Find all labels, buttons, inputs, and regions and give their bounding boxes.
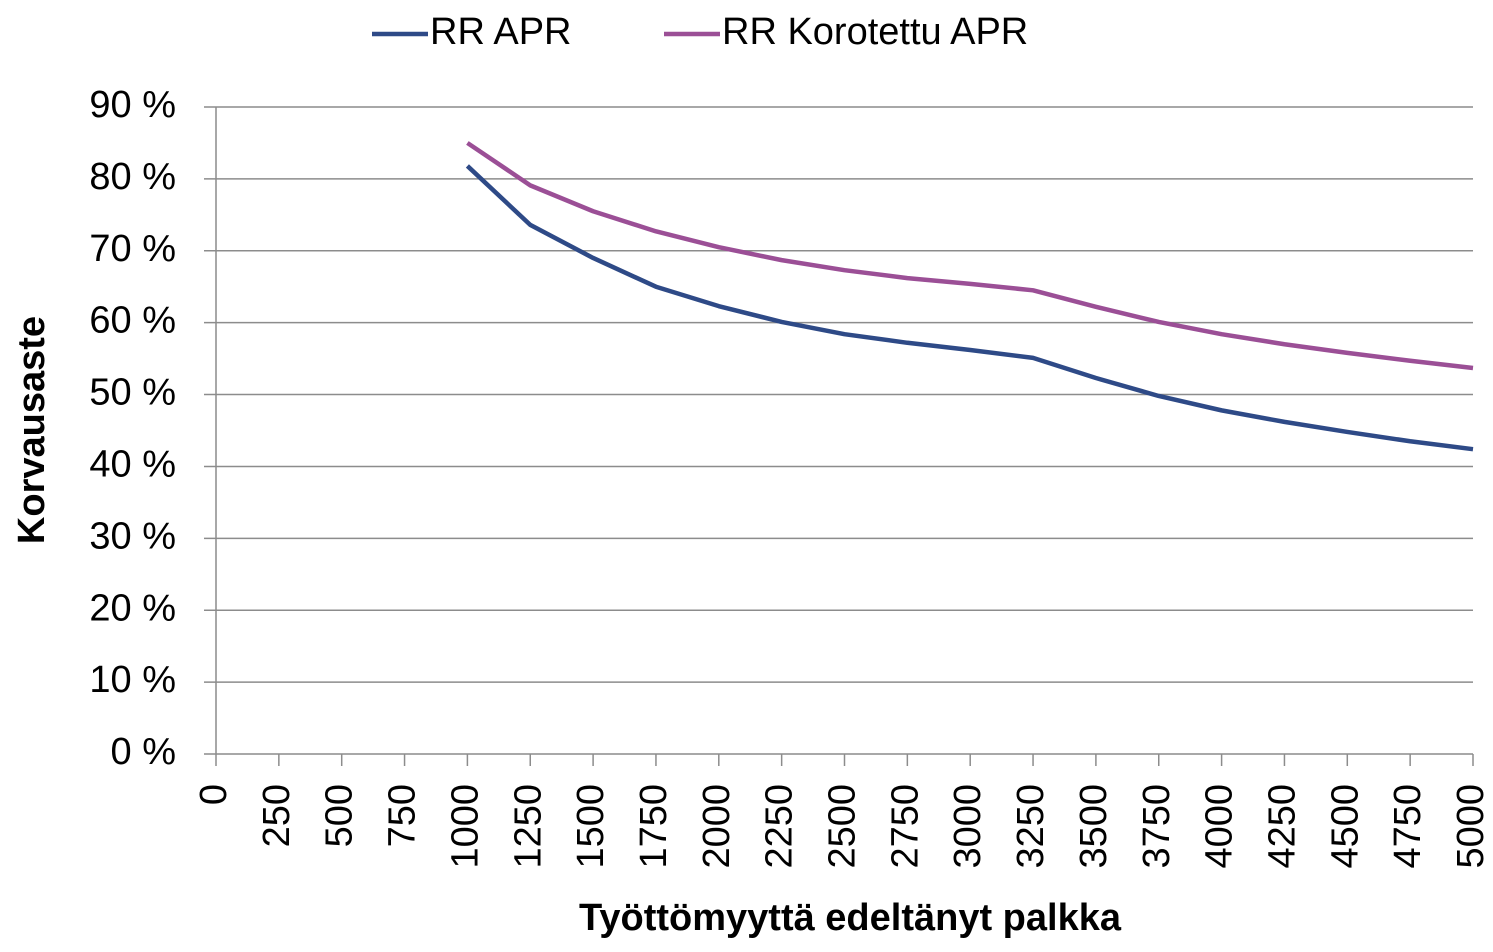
x-tick-label: 5000	[1450, 784, 1492, 869]
x-tick-label: 3250	[1010, 784, 1052, 869]
series-line	[466, 141, 1474, 371]
legend-label: RR APR	[430, 11, 571, 53]
y-tick-label: 70 %	[89, 228, 176, 270]
x-tick-label: 3000	[947, 784, 989, 869]
x-tick-label: 4250	[1261, 784, 1303, 869]
x-tick-label: 1500	[570, 784, 612, 869]
x-tick-label: 4750	[1387, 784, 1429, 869]
x-tick-label: 1750	[633, 784, 675, 869]
x-tick-label: 250	[256, 784, 298, 847]
y-tick-label: 20 %	[89, 587, 176, 629]
legend-label: RR Korotettu APR	[722, 11, 1028, 53]
x-tick-label: 2250	[759, 784, 801, 869]
x-tick-label: 2500	[822, 784, 864, 869]
y-tick-label: 90 %	[89, 84, 176, 126]
x-tick-label: 4000	[1199, 784, 1241, 869]
x-axis-title: Työttömyyttä edeltänyt palkka	[579, 897, 1122, 939]
y-axis-title: Korvausaste	[11, 316, 53, 544]
series-line	[465, 164, 1474, 452]
y-tick-label: 80 %	[89, 156, 176, 198]
y-tick-label: 50 %	[89, 372, 176, 414]
x-tick-label: 1250	[507, 784, 549, 869]
x-tick-label: 3750	[1136, 784, 1178, 869]
y-tick-label: 30 %	[89, 515, 176, 557]
x-tick-label: 500	[319, 784, 361, 847]
x-tick-label: 4500	[1324, 784, 1366, 869]
x-tick-label: 3500	[1073, 784, 1115, 869]
y-tick-label: 10 %	[89, 659, 176, 701]
x-tick-label: 750	[382, 784, 424, 847]
x-tick-label: 0	[193, 784, 235, 805]
y-tick-label: 60 %	[89, 300, 176, 342]
x-tick-label: 2750	[884, 784, 926, 869]
x-tick-label: 2000	[696, 784, 738, 869]
y-tick-label: 40 %	[89, 443, 176, 485]
y-tick-label: 0 %	[111, 731, 176, 773]
x-tick-label: 1000	[444, 784, 486, 869]
